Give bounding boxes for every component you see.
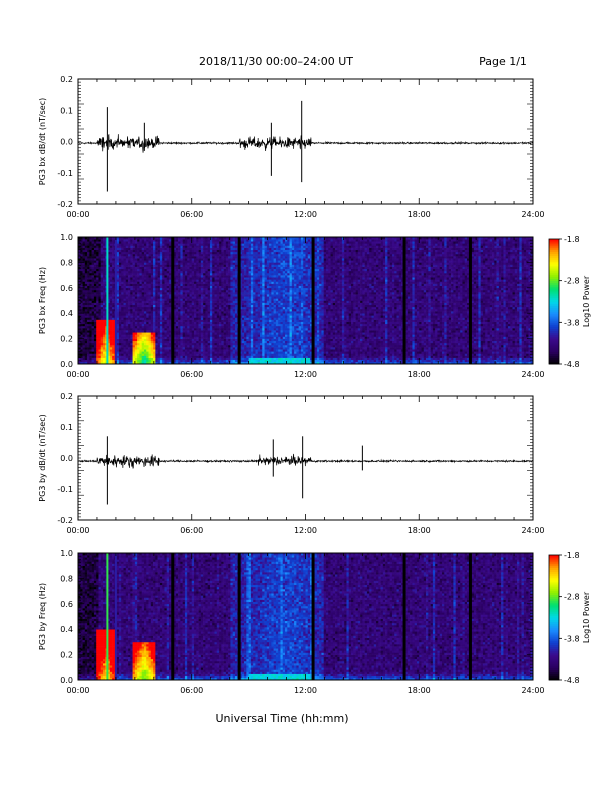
y-tick-label: 0.2 [60, 75, 73, 84]
colorbar-label: Log10 Power [582, 275, 591, 327]
y-tick-label: 0.2 [60, 651, 73, 660]
y-tick-label: 0.8 [60, 574, 73, 583]
y-tick-label: 0.8 [60, 258, 73, 267]
data-gap [468, 553, 472, 680]
x-tick-label: 00:00 [66, 210, 89, 219]
x-tick-label: 06:00 [180, 686, 203, 695]
colorbar-frame [548, 554, 560, 681]
plot-frame [77, 552, 534, 681]
x-tick-label: 12:00 [294, 210, 317, 219]
x-tick-label: 24:00 [521, 370, 544, 379]
data-gap [468, 237, 472, 364]
colorbar-tick-label: -1.8 [564, 235, 580, 244]
data-gap [402, 553, 406, 680]
colorbar-tick-label: -1.8 [564, 551, 580, 560]
y-tick-label: 0.6 [60, 284, 73, 293]
x-tick-label: 06:00 [180, 370, 203, 379]
x-tick-label: 12:00 [294, 370, 317, 379]
y-tick-label: -0.1 [57, 485, 73, 494]
y-tick-label: 0.4 [60, 309, 73, 318]
y-tick-label: 0.0 [60, 676, 73, 685]
colorbar-label: Log10 Power [582, 591, 591, 643]
x-tick-label: 00:00 [66, 370, 89, 379]
colorbar-tick-label: -3.8 [564, 318, 580, 327]
x-axis-title: Universal Time (hh:mm) [216, 712, 349, 725]
x-tick-label: 12:00 [294, 526, 317, 535]
colorbar-tick-label: -2.8 [564, 277, 580, 286]
waveform-series [77, 133, 534, 153]
x-tick-label: 06:00 [180, 210, 203, 219]
colorbar-tick-label: -2.8 [564, 593, 580, 602]
y-tick-label: 0.2 [60, 392, 73, 401]
colorbar-tick-label: -4.8 [564, 360, 580, 369]
by-colorbar: -1.8 -2.8 -3.8 -4.8 Log10 Power [548, 551, 591, 685]
colorbar-tick-label: -4.8 [564, 676, 580, 685]
data-gap [311, 237, 315, 364]
x-tick-label: 12:00 [294, 686, 317, 695]
x-tick-label: 00:00 [66, 686, 89, 695]
plot-frame [77, 395, 534, 521]
y-axis-label: PG3 by dB/dt (nT/sec) [38, 414, 47, 501]
bx-waveform-panel: 00:00 06:00 12:00 18:00 24:00 0.2 0.1 0.0 -0.1 -0… [38, 75, 545, 219]
bx-spectrogram-panel: 00:00 06:00 12:00 18:00 24:00 1.0 0.8 0.6 0.4 0.2… [38, 233, 545, 379]
data-gap [171, 553, 175, 680]
waveform-series [77, 453, 534, 469]
bx-colorbar: -1.8 -2.8 -3.8 -4.8 Log10 Power [548, 235, 591, 369]
x-tick-label: 18:00 [408, 370, 431, 379]
spectrogram-line [106, 553, 109, 680]
by-spectrogram-panel: 00:00 06:00 12:00 18:00 24:00 1.0 0.8 0.6 0.4 0.2… [38, 549, 545, 695]
y-axis-label: PG3 bx Freq (Hz) [38, 267, 47, 334]
y-tick-label: 0.2 [60, 335, 73, 344]
spectrogram-line [114, 237, 117, 364]
x-tick-label: 18:00 [408, 210, 431, 219]
page-indicator: Page 1/1 [479, 55, 527, 68]
colorbar-tick-label: -3.8 [564, 634, 580, 643]
x-tick-label: 24:00 [521, 526, 544, 535]
y-axis-label: PG3 bx dB/dt (nT/sec) [38, 98, 47, 185]
x-tick-label: 18:00 [408, 526, 431, 535]
x-tick-label: 00:00 [66, 526, 89, 535]
y-tick-label: 0.0 [60, 454, 73, 463]
x-tick-label: 06:00 [180, 526, 203, 535]
data-gap [237, 553, 241, 680]
y-tick-label: 0.1 [60, 423, 73, 432]
y-tick-label: 0.0 [60, 360, 73, 369]
y-tick-label: 1.0 [60, 549, 73, 558]
by-waveform-panel: 00:00 06:00 12:00 18:00 24:00 0.2 0.1 0.0 -0.1 -0… [38, 392, 545, 535]
figure-title: 2018/11/30 00:00–24:00 UT [199, 55, 353, 68]
data-gap [402, 237, 406, 364]
x-tick-label: 18:00 [408, 686, 431, 695]
y-axis-label: PG3 by Freq (Hz) [38, 583, 47, 650]
data-gap [237, 237, 241, 364]
plot-frame [77, 236, 534, 365]
y-tick-label: 0.0 [60, 138, 73, 147]
y-tick-label: -0.2 [57, 516, 73, 525]
spectrogram-cells [78, 237, 534, 365]
x-tick-label: 24:00 [521, 210, 544, 219]
plot-frame [77, 78, 534, 205]
y-tick-label: -0.1 [57, 169, 73, 178]
y-tick-label: 0.1 [60, 106, 73, 115]
spectrogram-cells [78, 553, 534, 681]
data-gap [311, 553, 315, 680]
y-tick-label: 0.6 [60, 600, 73, 609]
y-tick-label: 0.4 [60, 625, 73, 634]
spectrogram-line [114, 553, 117, 680]
x-tick-label: 24:00 [521, 686, 544, 695]
y-tick-label: 1.0 [60, 233, 73, 242]
data-gap [171, 237, 175, 364]
colorbar-frame [548, 238, 560, 365]
spectrogram-line [106, 237, 109, 364]
y-tick-label: -0.2 [57, 200, 73, 209]
